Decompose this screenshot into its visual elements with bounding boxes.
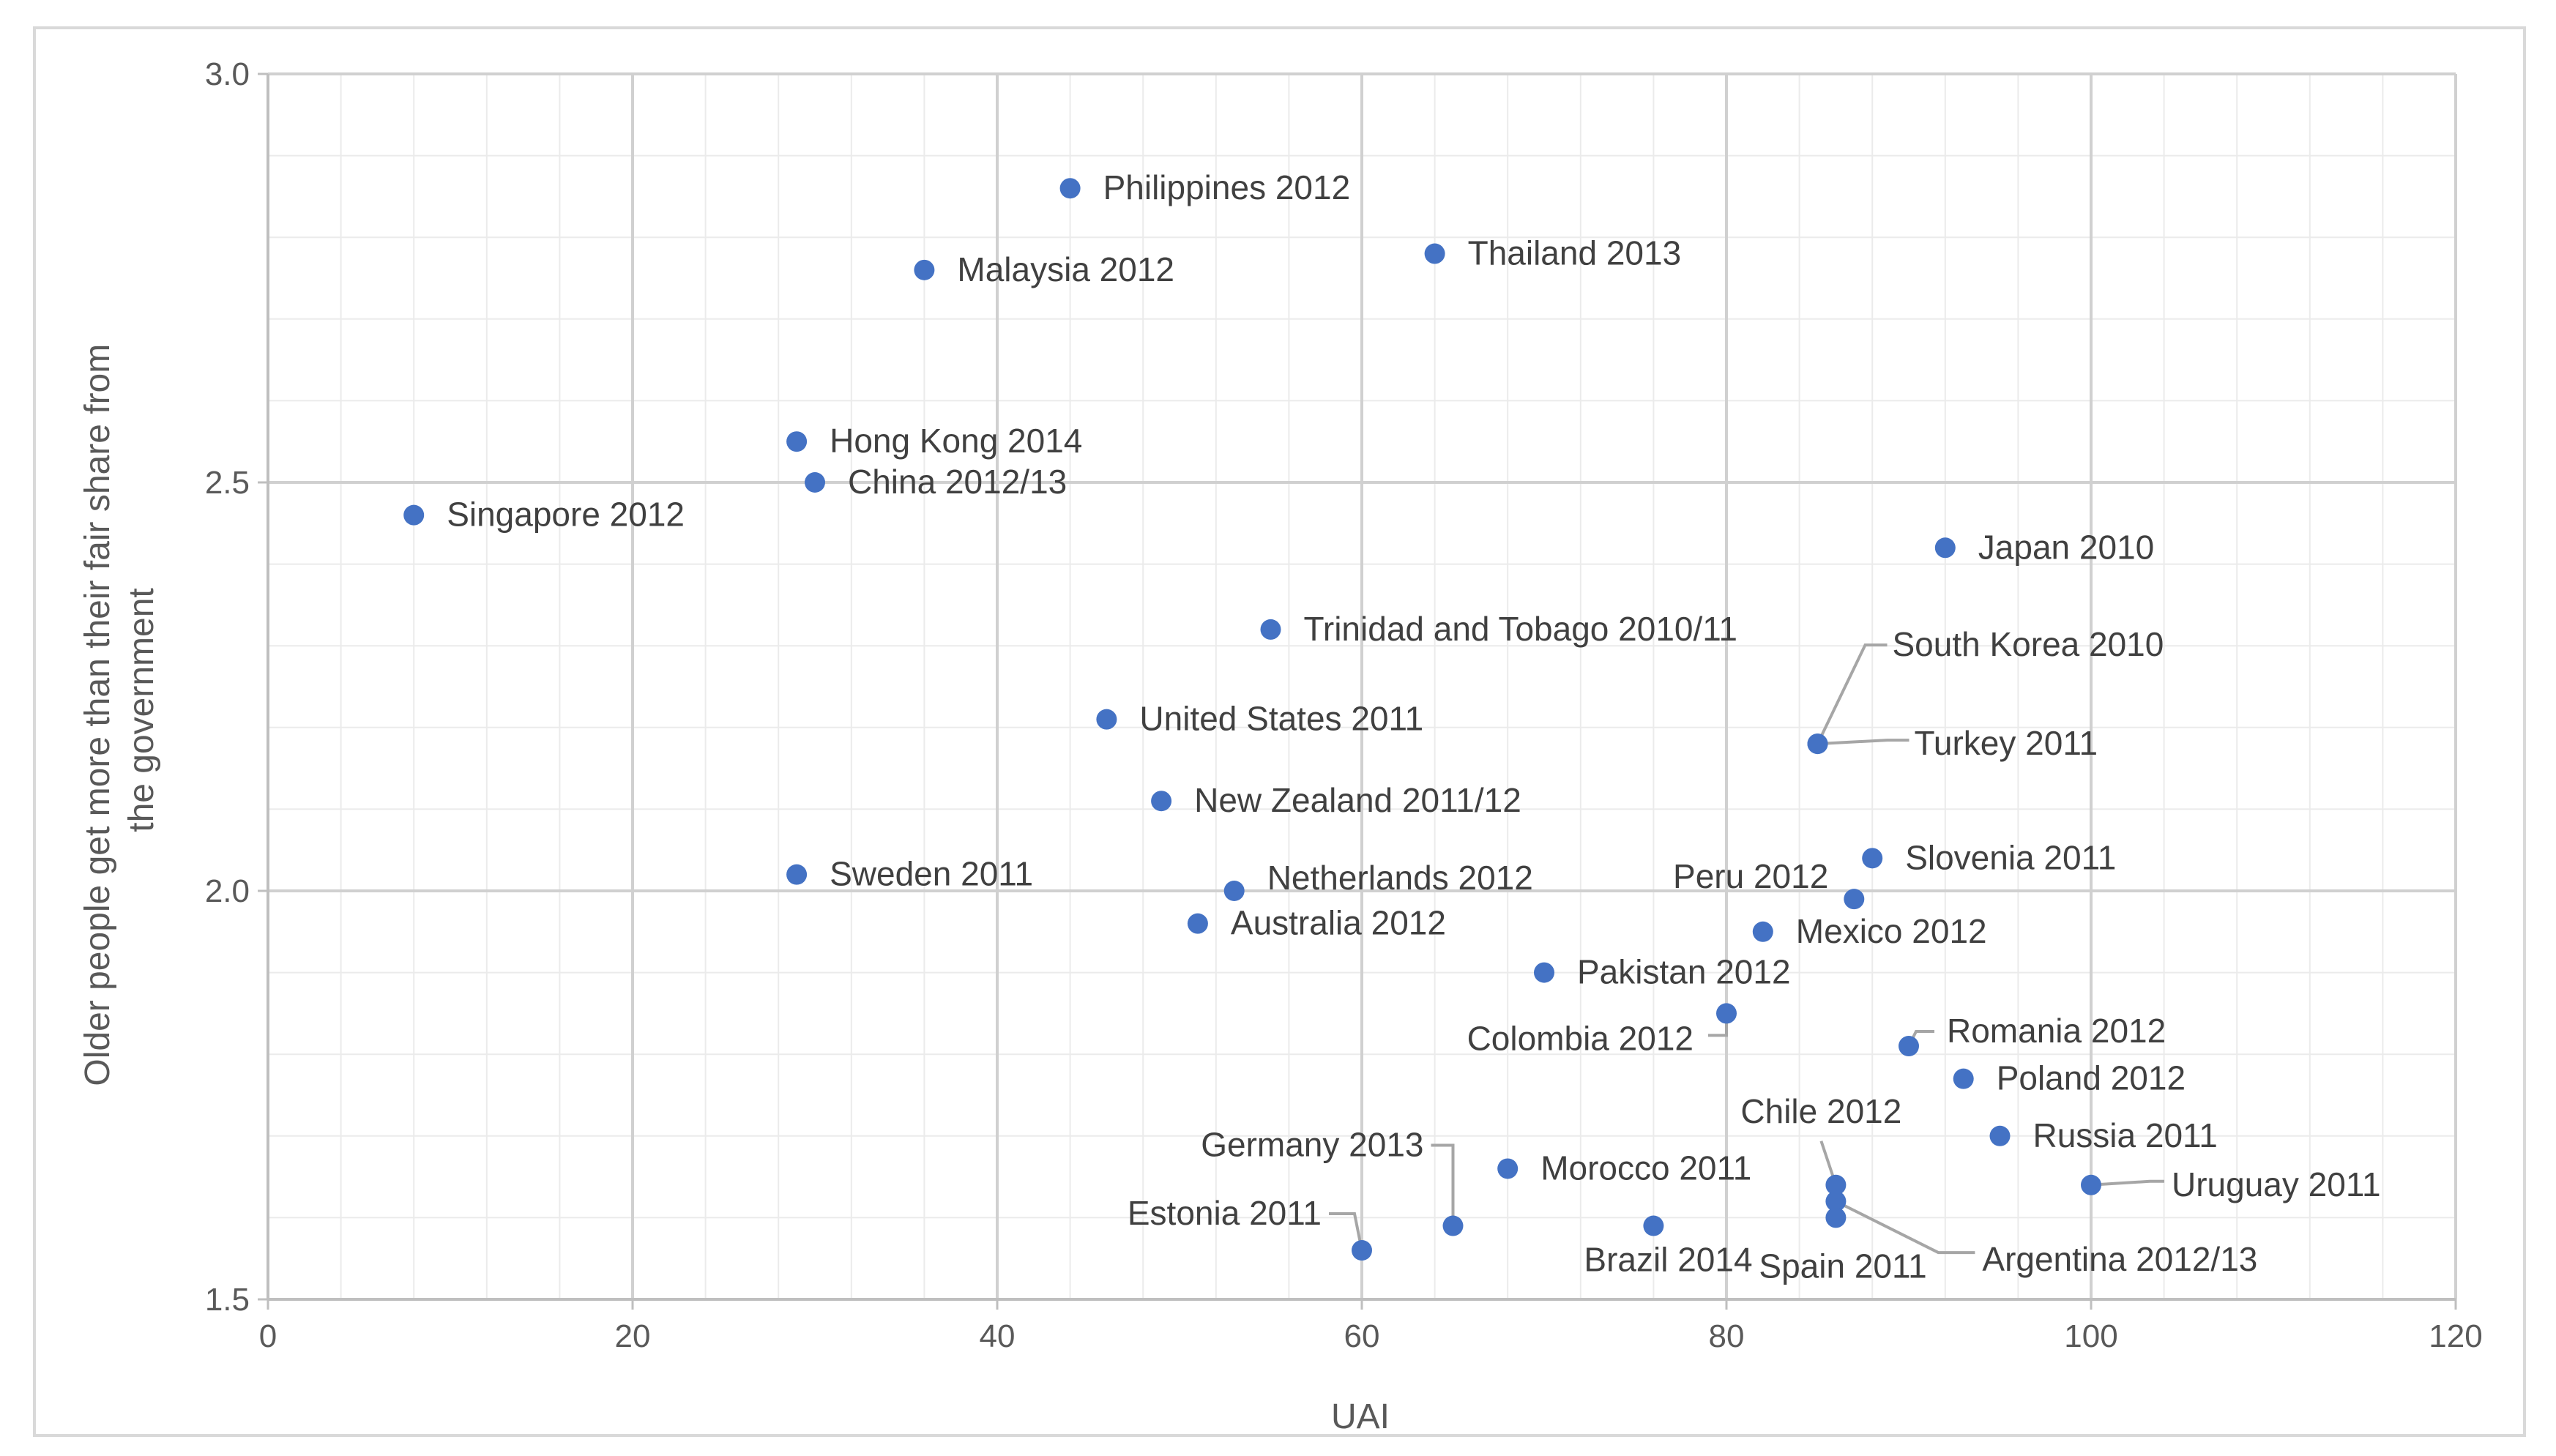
leader-line bbox=[1816, 643, 1888, 744]
y-tick-label: 1.5 bbox=[205, 1282, 250, 1318]
data-label: Spain 2011 bbox=[1759, 1247, 1926, 1285]
data-label: Brazil 2014 bbox=[1584, 1241, 1752, 1279]
x-tick-label: 60 bbox=[1344, 1318, 1380, 1354]
data-label: Japan 2010 bbox=[1978, 528, 2154, 566]
data-point bbox=[1953, 1068, 1974, 1089]
data-label: New Zealand 2011/12 bbox=[1194, 781, 1521, 819]
data-point bbox=[786, 864, 808, 885]
y-tick-label: 3.0 bbox=[205, 56, 250, 92]
point-labels: Philippines 2012 Thailand 2013 Malaysia 20… bbox=[447, 168, 2380, 1285]
data-label: Colombia 2012 bbox=[1467, 1019, 1694, 1057]
data-point bbox=[1825, 1191, 1847, 1212]
data-label: Pakistan 2012 bbox=[1577, 953, 1791, 991]
data-label: Sweden 2011 bbox=[830, 855, 1033, 893]
data-label: Philippines 2012 bbox=[1103, 168, 1351, 206]
y-tick-label: 2.0 bbox=[205, 873, 250, 909]
data-label: Hong Kong 2014 bbox=[830, 422, 1082, 460]
data-point bbox=[1899, 1036, 1919, 1057]
data-label: Poland 2012 bbox=[1997, 1059, 2186, 1097]
data-label: Argentina 2012/13 bbox=[1982, 1240, 2257, 1278]
data-label: Netherlands 2012 bbox=[1267, 859, 1533, 897]
data-label: Australia 2012 bbox=[1231, 904, 1446, 942]
data-point bbox=[1989, 1125, 2011, 1146]
data-point bbox=[1352, 1240, 1372, 1261]
x-tick-label: 120 bbox=[2429, 1318, 2482, 1354]
data-point bbox=[1187, 913, 1208, 934]
x-tick-label: 40 bbox=[980, 1318, 1016, 1354]
leader-line bbox=[1329, 1212, 1363, 1251]
data-point bbox=[1716, 1003, 1737, 1024]
data-label: Russia 2011 bbox=[2033, 1116, 2218, 1154]
data-label: Turkey 2011 bbox=[1915, 724, 2098, 762]
leader-line bbox=[2090, 1179, 2164, 1187]
leader-line bbox=[1817, 739, 1909, 746]
data-label: Malaysia 2012 bbox=[957, 250, 1174, 288]
data-point bbox=[786, 431, 808, 452]
data-point bbox=[2081, 1174, 2101, 1195]
leader-line bbox=[1835, 1200, 1975, 1255]
data-point bbox=[1424, 243, 1445, 264]
x-tick-label: 100 bbox=[2064, 1318, 2117, 1354]
y-tick-label: 2.5 bbox=[205, 465, 250, 501]
data-point bbox=[1825, 1174, 1847, 1195]
data-label: Peru 2012 bbox=[1673, 857, 1828, 895]
chart-frame: 0 20 40 60 80 100 120 1.5 2.0 2.5 3.0 Philippines … bbox=[33, 26, 2526, 1437]
leader-line bbox=[1431, 1143, 1455, 1226]
data-point bbox=[1442, 1215, 1464, 1236]
x-tick-label: 80 bbox=[1709, 1318, 1745, 1354]
x-tick-label: 20 bbox=[615, 1318, 651, 1354]
gridlines bbox=[267, 72, 2457, 1301]
data-label: China 2012/13 bbox=[848, 463, 1067, 501]
data-point bbox=[403, 504, 425, 526]
data-label: United States 2011 bbox=[1139, 700, 1423, 738]
data-point bbox=[1825, 1207, 1847, 1228]
data-point bbox=[805, 472, 825, 493]
data-point bbox=[1260, 619, 1281, 640]
data-label: Uruguay 2011 bbox=[2172, 1165, 2381, 1203]
data-point bbox=[1534, 962, 1554, 983]
data-label: Morocco 2011 bbox=[1540, 1149, 1751, 1187]
data-point bbox=[1643, 1215, 1664, 1236]
data-points bbox=[403, 178, 2101, 1261]
axes: 0 20 40 60 80 100 120 1.5 2.0 2.5 3.0 bbox=[205, 56, 2483, 1354]
data-point bbox=[1223, 881, 1245, 901]
data-label: Chile 2012 bbox=[1740, 1092, 1901, 1130]
data-label: Slovenia 2011 bbox=[1905, 838, 2116, 876]
data-point bbox=[1497, 1158, 1519, 1179]
data-point bbox=[1151, 791, 1172, 812]
data-point bbox=[914, 259, 935, 280]
data-label: Germany 2013 bbox=[1201, 1126, 1423, 1164]
x-tick-label: 0 bbox=[259, 1318, 277, 1354]
data-label: Estonia 2011 bbox=[1128, 1194, 1322, 1232]
data-point bbox=[1059, 178, 1081, 199]
scatter-chart: 0 20 40 60 80 100 120 1.5 2.0 2.5 3.0 Philippines … bbox=[78, 56, 2483, 1434]
data-label: Mexico 2012 bbox=[1796, 912, 1987, 950]
x-axis-title: UAI bbox=[1331, 1397, 1390, 1434]
data-point bbox=[1862, 848, 1883, 869]
y-axis-title: Older people get more than their fair sh… bbox=[78, 334, 161, 1086]
data-label: Singapore 2012 bbox=[447, 496, 685, 534]
data-label: Thailand 2013 bbox=[1468, 234, 1682, 272]
data-point bbox=[1096, 709, 1117, 730]
data-point bbox=[1844, 889, 1865, 910]
data-label: Trinidad and Tobago 2010/11 bbox=[1304, 610, 1738, 648]
data-point bbox=[1934, 537, 1956, 559]
data-label: South Korea 2010 bbox=[1893, 625, 2164, 663]
data-point bbox=[1807, 733, 1828, 755]
data-label: Romania 2012 bbox=[1947, 1012, 2166, 1050]
data-point bbox=[1752, 921, 1773, 942]
